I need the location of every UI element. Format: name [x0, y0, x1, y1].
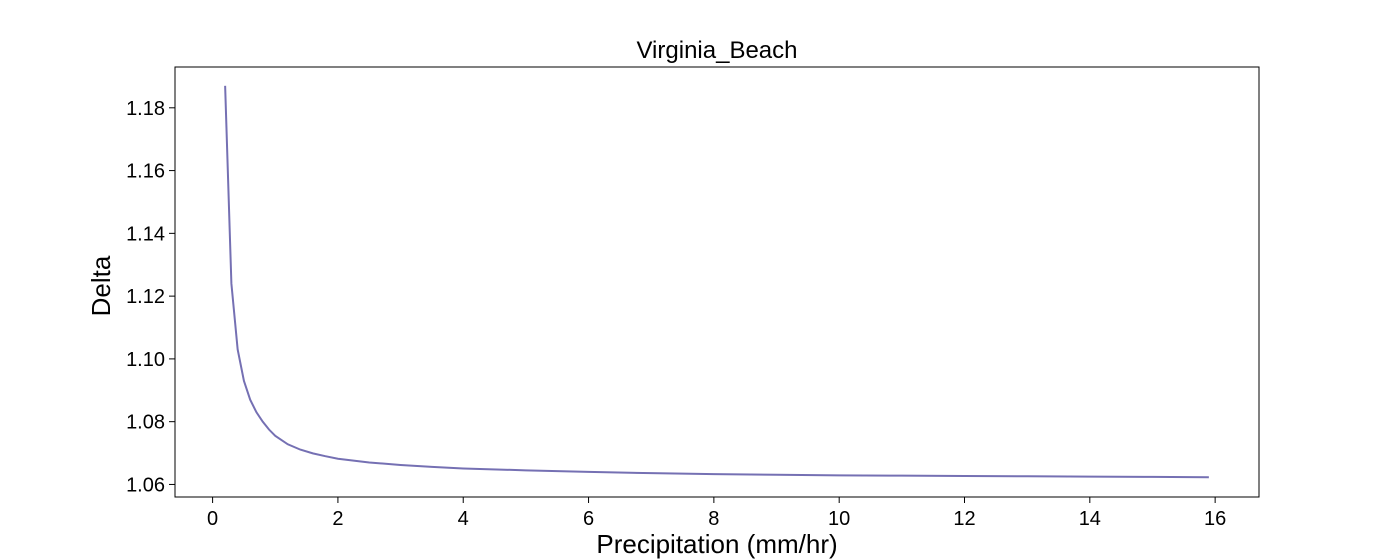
y-tick-label: 1.16: [126, 161, 165, 183]
chart-title: Virginia_Beach: [636, 37, 797, 64]
y-tick-label: 1.12: [126, 286, 165, 308]
series-line: [224, 85, 1209, 479]
y-tick-label: 1.08: [126, 412, 165, 434]
y-axis-label: Delta: [86, 255, 116, 316]
x-tick-label: 12: [953, 508, 975, 530]
x-tick-label: 8: [708, 508, 719, 530]
y-tick-label: 1.06: [126, 474, 165, 496]
x-tick-label: 6: [583, 508, 594, 530]
x-tick-label: 0: [207, 508, 218, 530]
y-axis-ticks: 1.06 1.08 1.10 1.12 1.14 1.16 1.18: [126, 98, 175, 496]
y-tick-label: 1.14: [126, 223, 165, 245]
y-tick-label: 1.10: [126, 349, 165, 371]
y-tick-label: 1.18: [126, 98, 165, 120]
x-tick-label: 16: [1204, 508, 1226, 530]
x-tick-label: 2: [332, 508, 343, 530]
x-tick-label: 10: [828, 508, 850, 530]
x-tick-label: 4: [458, 508, 469, 530]
series-layer: [224, 85, 1209, 479]
x-tick-label: 14: [1079, 508, 1101, 530]
plot-frame: [174, 66, 1260, 498]
x-axis-ticks: 0 2 4 6 8 10 12 14 16: [207, 497, 1226, 530]
x-axis-label: Precipitation (mm/hr): [596, 529, 837, 559]
